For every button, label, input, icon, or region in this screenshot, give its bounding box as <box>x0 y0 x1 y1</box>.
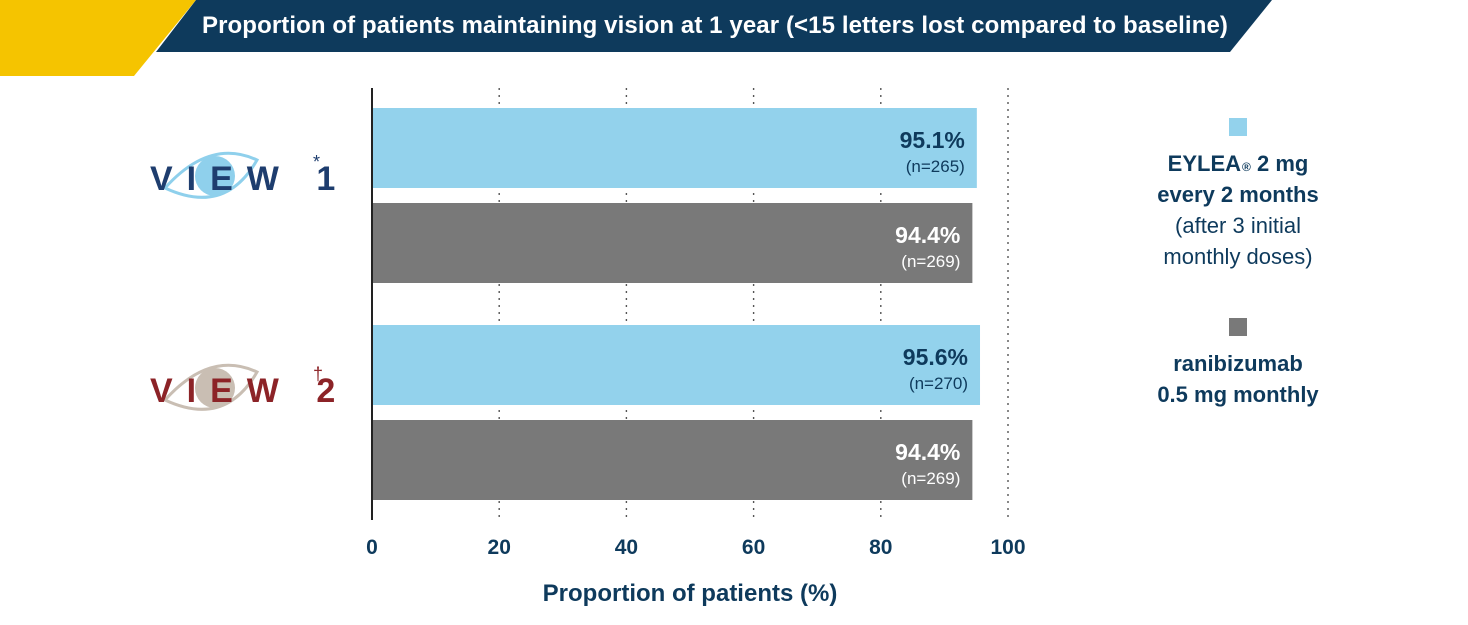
legend-ranibizumab-line-2: 0.5 mg monthly <box>1157 382 1319 407</box>
n-label: (n=270) <box>909 374 968 393</box>
legend-item-eylea: EYLEA® 2 mg every 2 months (after 3 init… <box>1120 118 1356 272</box>
legend-swatch-eylea <box>1229 118 1247 136</box>
legend-item-ranibizumab: ranibizumab 0.5 mg monthly <box>1120 318 1356 410</box>
bar-group-1-ranibizumab <box>372 203 973 283</box>
n-label: (n=269) <box>901 469 960 488</box>
data-label: 95.1% <box>900 127 965 153</box>
group-label-2: VIEW 2 <box>150 372 349 410</box>
x-tick-label-20: 20 <box>488 536 511 559</box>
banner-accent-stripe <box>0 0 196 76</box>
bar-group-1-eylea <box>372 108 977 188</box>
legend-eylea-name: EYLEA <box>1167 151 1242 176</box>
eye-iris-icon <box>195 368 235 408</box>
eye-outline-icon <box>162 151 260 199</box>
chart-title: Proportion of patients maintaining visio… <box>202 12 1228 39</box>
legend-eylea-line-2: every 2 months <box>1157 182 1319 207</box>
x-tick-label-0: 0 <box>366 536 378 559</box>
x-tick-label-80: 80 <box>869 536 892 559</box>
eye-outline-icon <box>162 363 260 411</box>
legend-eylea-dose: 2 mg <box>1256 151 1309 176</box>
eye-iris-icon <box>195 156 235 196</box>
x-axis-title: Proportion of patients (%) <box>543 580 838 607</box>
x-tick-label-60: 60 <box>742 536 765 559</box>
x-tick-label-40: 40 <box>615 536 638 559</box>
data-label: 94.4% <box>895 222 960 248</box>
bar-group-2-ranibizumab <box>372 420 973 500</box>
x-tick-label-100: 100 <box>990 536 1025 559</box>
group-footnote-mark-1: * <box>313 152 320 172</box>
data-label: 95.6% <box>903 344 968 370</box>
legend-ranibizumab-line-1: ranibizumab <box>1173 351 1303 376</box>
n-label: (n=265) <box>906 157 965 176</box>
legend-eylea-line-4: monthly doses) <box>1163 244 1313 269</box>
group-label-1: VIEW 1 <box>150 160 349 198</box>
legend: EYLEA® 2 mg every 2 months (after 3 init… <box>1120 118 1356 456</box>
legend-eylea-line-3: (after 3 initial <box>1175 213 1301 238</box>
bar-group-2-eylea <box>372 325 981 405</box>
legend-swatch-ranibizumab <box>1229 318 1247 336</box>
legend-eylea-line-1: EYLEA® 2 mg <box>1120 148 1356 179</box>
n-label: (n=269) <box>901 252 960 271</box>
registered-mark: ® <box>1242 160 1251 174</box>
bar-chart: 95.1% (n=265) 94.4% (n=269) 95.6% (n=270) 94.4… <box>150 88 1026 607</box>
banner-band <box>156 0 1272 52</box>
data-label: 94.4% <box>895 439 960 465</box>
group-footnote-mark-2: † <box>313 364 323 384</box>
title-banner <box>0 0 1272 76</box>
